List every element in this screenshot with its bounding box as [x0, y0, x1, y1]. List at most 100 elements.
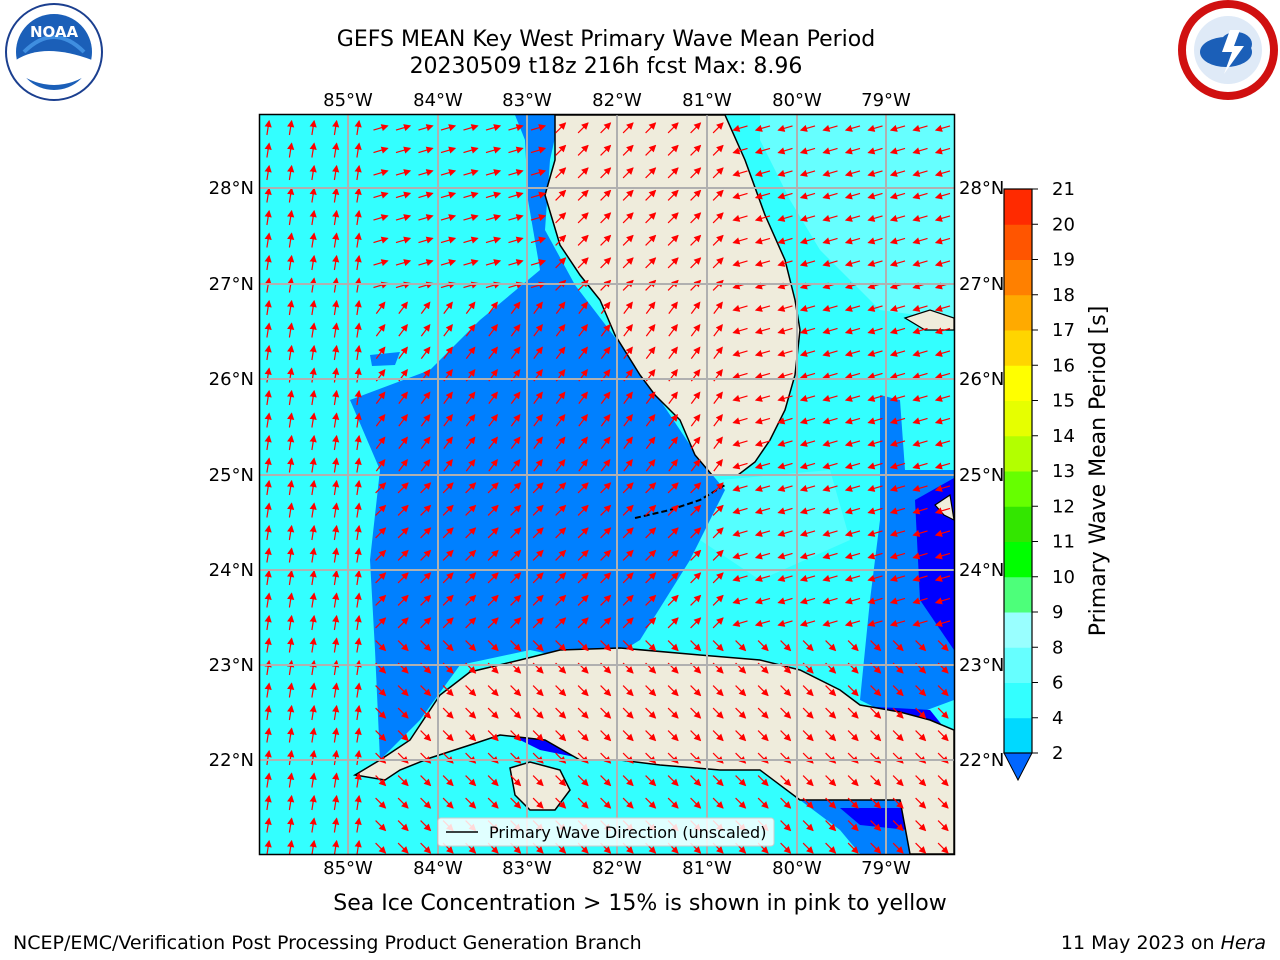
wave-direction-arrow	[309, 704, 317, 721]
wave-direction-arrow	[822, 349, 838, 357]
wave-direction-arrow	[822, 237, 838, 245]
wave-direction-arrow	[373, 124, 389, 132]
wave-direction-arrow	[915, 707, 927, 719]
wave-direction-arrow	[532, 752, 544, 764]
wave-direction-arrow	[799, 259, 816, 267]
wave-direction-arrow	[332, 367, 340, 383]
wave-direction-arrow	[690, 482, 702, 494]
wave-direction-arrow	[487, 730, 499, 742]
wave-direction-arrow	[508, 169, 524, 177]
wave-direction-arrow	[309, 434, 317, 451]
wave-direction-arrow	[332, 254, 340, 271]
footer-machine: Hera	[1220, 932, 1266, 954]
wave-direction-arrow	[375, 707, 387, 719]
wave-direction-arrow	[645, 752, 657, 764]
colorbar-tick-label: 12	[1052, 496, 1075, 517]
wave-direction-arrow	[712, 167, 724, 179]
wave-direction-arrow	[622, 775, 634, 787]
wave-direction-arrow	[713, 323, 723, 337]
wave-direction-arrow	[934, 304, 951, 312]
wave-direction-arrow	[844, 372, 861, 380]
wave-direction-arrow	[577, 279, 589, 291]
wave-direction-arrow	[533, 413, 543, 427]
colorbar-tick-label: 16	[1052, 355, 1075, 376]
wave-direction-arrow	[397, 594, 409, 606]
wave-direction-arrow	[510, 482, 522, 494]
wave-direction-arrow	[777, 237, 793, 245]
wave-direction-arrow	[309, 142, 317, 158]
wave-direction-arrow	[354, 592, 362, 608]
wave-direction-arrow	[577, 549, 589, 561]
wave-direction-arrow	[577, 775, 589, 787]
wave-direction-arrow	[690, 212, 702, 224]
wave-direction-arrow	[420, 391, 431, 404]
wave-direction-arrow	[889, 147, 906, 155]
wave-direction-arrow	[712, 685, 724, 697]
wave-direction-arrow	[645, 279, 657, 291]
wave-direction-arrow	[934, 574, 951, 582]
wave-direction-arrow	[465, 482, 477, 494]
wave-direction-arrow	[667, 144, 679, 156]
wave-direction-arrow	[465, 391, 476, 404]
colorbar-tick-label: 15	[1052, 391, 1075, 412]
wave-direction-arrow	[600, 504, 612, 516]
wave-direction-arrow	[465, 640, 477, 652]
wave-direction-arrow	[799, 192, 816, 200]
wave-direction-arrow	[397, 617, 409, 629]
wave-direction-arrow	[397, 820, 409, 832]
wave-direction-arrow	[577, 797, 589, 809]
wave-direction-arrow	[600, 482, 612, 494]
wave-direction-arrow	[799, 552, 816, 560]
lon-label-top: 82°W	[592, 90, 642, 111]
wave-direction-arrow	[264, 254, 272, 271]
wave-direction-arrow	[264, 794, 272, 811]
wave-direction-arrow	[375, 527, 387, 539]
wave-direction-arrow	[443, 301, 453, 314]
wave-direction-arrow	[332, 457, 340, 473]
wave-direction-arrow	[754, 439, 771, 447]
wave-direction-arrow	[667, 594, 679, 606]
wave-direction-arrow	[622, 594, 634, 606]
wave-direction-arrow	[645, 527, 657, 539]
wave-direction-arrow	[418, 191, 434, 199]
wave-direction-arrow	[912, 484, 928, 492]
wave-direction-arrow	[757, 707, 769, 719]
wave-direction-arrow	[870, 730, 882, 742]
wave-direction-arrow	[712, 279, 724, 291]
lon-label-top: 80°W	[772, 90, 822, 111]
wave-direction-arrow	[463, 124, 479, 132]
wave-direction-arrow	[465, 707, 477, 719]
wave-direction-arrow	[934, 619, 951, 627]
wave-direction-arrow	[487, 640, 499, 652]
wave-direction-arrow	[645, 458, 656, 472]
wave-direction-arrow	[847, 685, 859, 697]
wave-direction-arrow	[777, 507, 793, 515]
florida-keys	[634, 484, 726, 519]
wave-direction-arrow	[822, 372, 838, 380]
wave-direction-arrow	[443, 323, 453, 337]
wave-direction-arrow	[645, 685, 657, 697]
wave-direction-arrow	[332, 209, 340, 226]
wave-direction-arrow	[555, 458, 566, 472]
wave-direction-arrow	[777, 552, 793, 560]
wave-direction-arrow	[442, 730, 454, 742]
wave-direction-arrow	[645, 572, 657, 584]
wave-direction-arrow	[777, 394, 793, 402]
wave-direction-arrow	[777, 214, 793, 222]
wave-direction-arrow	[533, 346, 543, 359]
wave-direction-arrow	[577, 572, 589, 584]
wave-direction-arrow	[309, 524, 317, 541]
wave-direction-arrow	[510, 707, 522, 719]
colorbar-block	[1004, 576, 1032, 613]
wave-direction-arrow	[799, 124, 816, 132]
wave-direction-arrow	[395, 236, 412, 244]
wave-direction-arrow	[354, 367, 362, 383]
wave-direction-arrow	[287, 344, 295, 361]
wave-direction-arrow	[867, 169, 883, 177]
wave-direction-arrow	[465, 436, 476, 449]
wave-direction-arrow	[440, 236, 457, 244]
lat-label-left: 23°N	[209, 655, 254, 676]
wave-direction-arrow	[712, 144, 724, 156]
wave-direction-arrow	[667, 707, 679, 719]
wave-direction-arrow	[395, 259, 412, 267]
